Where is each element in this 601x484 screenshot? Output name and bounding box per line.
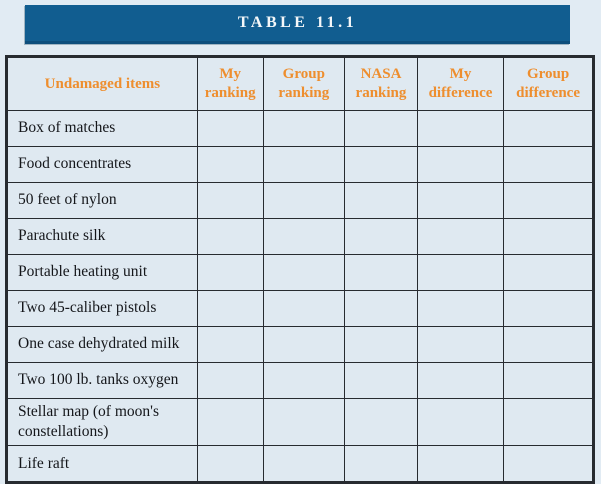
- group-difference-cell: [503, 445, 594, 484]
- nasa-ranking-cell: [344, 290, 418, 327]
- item-cell: Two 100 lb. tanks oxygen: [6, 362, 198, 399]
- group-ranking-cell: [262, 218, 346, 255]
- my-difference-cell: [416, 290, 505, 327]
- column-header-undamaged-items: Undamaged items: [6, 56, 198, 111]
- group-difference-cell: [503, 362, 594, 399]
- my-ranking-cell: [196, 362, 264, 399]
- my-ranking-cell: [196, 218, 264, 255]
- column-header-my-ranking: My ranking: [196, 56, 264, 111]
- nasa-ranking-cell: [344, 146, 418, 183]
- my-difference-cell: [416, 182, 505, 219]
- my-difference-cell: [416, 326, 505, 363]
- item-cell: 50 feet of nylon: [6, 182, 198, 219]
- header-row: Undamaged items My ranking Group ranking…: [6, 56, 594, 111]
- my-ranking-cell: [196, 110, 264, 147]
- my-difference-cell: [416, 254, 505, 291]
- ranking-table: Undamaged items My ranking Group ranking…: [5, 55, 595, 484]
- my-ranking-cell: [196, 445, 264, 484]
- my-difference-cell: [416, 362, 505, 399]
- group-ranking-cell: [262, 146, 346, 183]
- my-difference-cell: [416, 218, 505, 255]
- nasa-ranking-cell: [344, 254, 418, 291]
- group-ranking-cell: [262, 254, 346, 291]
- column-header-my-difference: My difference: [416, 56, 505, 111]
- column-header-group-ranking: Group ranking: [262, 56, 346, 111]
- group-difference-cell: [503, 110, 594, 147]
- group-ranking-cell: [262, 397, 346, 447]
- nasa-ranking-cell: [344, 326, 418, 363]
- page: TABLE 11.1 Undamaged items My ranking Gr…: [5, 5, 595, 484]
- group-difference-cell: [503, 254, 594, 291]
- my-ranking-cell: [196, 290, 264, 327]
- item-cell: Portable heating unit: [6, 254, 198, 291]
- group-ranking-cell: [262, 110, 346, 147]
- group-ranking-cell: [262, 182, 346, 219]
- group-difference-cell: [503, 290, 594, 327]
- item-cell: Life raft: [6, 445, 198, 484]
- table-row: Stellar map (of moon's constellations): [6, 397, 594, 447]
- my-ranking-cell: [196, 146, 264, 183]
- item-cell: Stellar map (of moon's constellations): [6, 397, 198, 447]
- my-difference-cell: [416, 146, 505, 183]
- nasa-ranking-cell: [344, 110, 418, 147]
- item-cell: Box of matches: [6, 110, 198, 147]
- table-row: Two 100 lb. tanks oxygen: [6, 362, 594, 399]
- table-row: Food concentrates: [6, 146, 594, 183]
- column-header-group-difference: Group difference: [503, 56, 594, 111]
- my-ranking-cell: [196, 254, 264, 291]
- group-ranking-cell: [262, 362, 346, 399]
- group-difference-cell: [503, 326, 594, 363]
- table-row: 50 feet of nylon: [6, 182, 594, 219]
- item-cell: Food concentrates: [6, 146, 198, 183]
- item-cell: Parachute silk: [6, 218, 198, 255]
- table-row: One case dehydrated milk: [6, 326, 594, 363]
- group-difference-cell: [503, 146, 594, 183]
- group-difference-cell: [503, 182, 594, 219]
- group-ranking-cell: [262, 290, 346, 327]
- my-ranking-cell: [196, 397, 264, 447]
- my-ranking-cell: [196, 326, 264, 363]
- nasa-ranking-cell: [344, 397, 418, 447]
- table-row: Box of matches: [6, 110, 594, 147]
- table-row: Parachute silk: [6, 218, 594, 255]
- group-difference-cell: [503, 218, 594, 255]
- table-row: Two 45-caliber pistols: [6, 290, 594, 327]
- nasa-ranking-cell: [344, 182, 418, 219]
- my-ranking-cell: [196, 182, 264, 219]
- nasa-ranking-cell: [344, 362, 418, 399]
- table-row: Portable heating unit: [6, 254, 594, 291]
- item-cell: Two 45-caliber pistols: [6, 290, 198, 327]
- my-difference-cell: [416, 397, 505, 447]
- my-difference-cell: [416, 445, 505, 484]
- item-cell: One case dehydrated milk: [6, 326, 198, 363]
- group-ranking-cell: [262, 445, 346, 484]
- table-title: TABLE 11.1: [237, 14, 358, 31]
- nasa-ranking-cell: [344, 218, 418, 255]
- group-difference-cell: [503, 397, 594, 447]
- nasa-ranking-cell: [344, 445, 418, 484]
- table-title-bar: TABLE 11.1: [25, 5, 570, 44]
- column-header-nasa-ranking: NASA ranking: [344, 56, 418, 111]
- table-row: Life raft: [6, 445, 594, 484]
- my-difference-cell: [416, 110, 505, 147]
- group-ranking-cell: [262, 326, 346, 363]
